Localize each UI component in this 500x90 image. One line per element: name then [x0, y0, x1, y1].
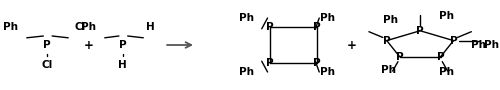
Text: P: P	[437, 52, 444, 62]
Text: P: P	[313, 58, 320, 68]
Text: P: P	[396, 52, 404, 62]
Text: P: P	[266, 22, 274, 32]
Text: Ph: Ph	[320, 67, 335, 77]
Text: P: P	[416, 26, 424, 36]
Text: Cl: Cl	[42, 60, 53, 70]
Text: P: P	[313, 22, 320, 32]
Text: P: P	[383, 36, 390, 46]
Text: P: P	[450, 36, 458, 46]
Text: Ph: Ph	[472, 40, 486, 50]
Text: Ph: Ph	[240, 13, 254, 23]
Text: Ph: Ph	[440, 67, 454, 77]
Text: Ph: Ph	[3, 22, 18, 32]
Text: Cl: Cl	[74, 22, 86, 32]
Text: H: H	[118, 60, 127, 70]
Text: Ph: Ph	[320, 13, 335, 23]
Text: H: H	[146, 22, 154, 32]
Text: Ph: Ph	[240, 67, 254, 77]
Text: P: P	[266, 58, 274, 68]
Text: Ph: Ph	[81, 22, 96, 32]
Text: +: +	[347, 39, 357, 51]
Text: Ph: Ph	[484, 40, 498, 50]
Text: Ph: Ph	[384, 15, 398, 25]
Text: P: P	[119, 40, 126, 50]
Text: +: +	[84, 39, 94, 51]
Text: Ph: Ph	[381, 65, 396, 75]
Text: Ph: Ph	[440, 11, 454, 21]
Text: P: P	[44, 40, 51, 50]
